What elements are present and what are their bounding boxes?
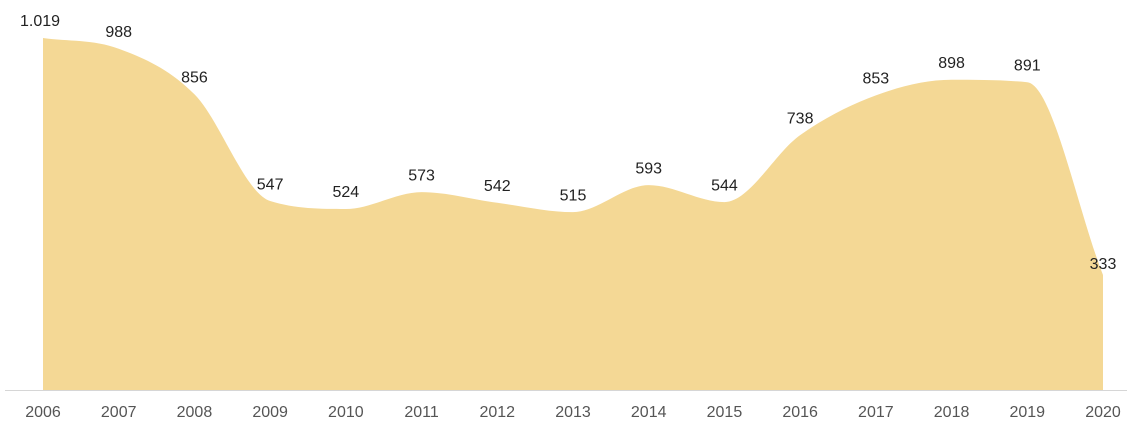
data-label: 898 (938, 55, 965, 72)
x-tick-label: 2018 (934, 404, 970, 421)
data-label: 547 (257, 176, 284, 193)
x-tick-label: 2014 (631, 404, 667, 421)
x-tick-label: 2017 (858, 404, 894, 421)
x-tick-label: 2007 (101, 404, 137, 421)
data-label: 593 (635, 160, 662, 177)
data-label: 333 (1090, 256, 1117, 273)
data-label: 891 (1014, 57, 1041, 74)
data-label: 542 (484, 178, 511, 195)
data-label: 573 (408, 167, 435, 184)
data-label: 1.019 (20, 13, 60, 30)
area (43, 38, 1103, 390)
x-tick-label: 2006 (25, 404, 61, 421)
data-label: 856 (181, 70, 208, 87)
data-label: 524 (333, 184, 360, 201)
data-label: 738 (787, 110, 814, 127)
x-tick-label: 2019 (1009, 404, 1045, 421)
x-tick-label: 2008 (177, 404, 213, 421)
data-label: 515 (560, 187, 587, 204)
x-tick-label: 2009 (252, 404, 288, 421)
x-tick-label: 2012 (479, 404, 515, 421)
x-tick-label: 2013 (555, 404, 591, 421)
x-tick-label: 2016 (782, 404, 818, 421)
x-tick-label: 2011 (404, 404, 439, 421)
data-label: 544 (711, 177, 738, 194)
data-label: 988 (105, 24, 132, 41)
x-tick-label: 2010 (328, 404, 364, 421)
data-label: 853 (863, 71, 890, 88)
x-tick-label: 2015 (707, 404, 743, 421)
x-tick-label: 2020 (1085, 404, 1121, 421)
